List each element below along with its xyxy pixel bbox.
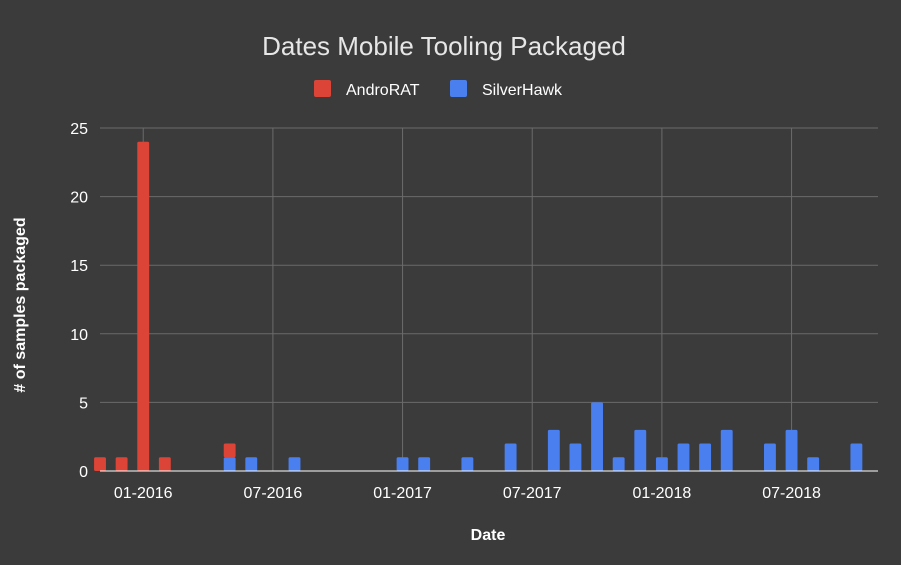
bar-silverhawk-2016-08 [288,457,301,471]
bar-silverhawk-2017-01 [396,457,409,471]
bar-silverhawk-2017-08 [547,429,560,471]
bar-silverhawk-2016-06 [245,457,258,471]
legend-label-androrat: AndroRAT [346,82,420,99]
bar-silverhawk-2018-03 [699,443,712,471]
y-tick-label: 10 [70,327,88,344]
x-tick-label: 07-2017 [503,485,562,502]
y-tick-label: 0 [79,464,88,481]
x-axis-ticks: 01-2016 07-2016 01-2017 07-2017 01-2018 07-20… [114,485,821,502]
x-tick-label: 01-2017 [373,485,432,502]
bar-silverhawk-2017-09 [569,443,582,471]
bar-silverhawk-2018-10 [850,443,863,471]
grid [100,127,878,471]
bar-silverhawk-2017-12 [634,429,647,471]
bar-silverhawk-2017-10 [591,402,603,471]
bar-silverhawk-2018-06 [764,443,776,471]
legend-swatch-silverhawk [450,80,467,97]
bar-silverhawk-2018-07 [785,429,798,471]
y-tick-label: 15 [70,258,88,275]
legend-swatch-androrat [314,80,331,97]
bar-androrat-2015-11 [94,457,106,471]
bar-androrat-2016-01 [137,141,150,471]
bar-silverhawk-2017-04 [461,457,474,471]
bar-silverhawk-2018-01 [655,457,668,471]
x-tick-label: 07-2016 [244,485,303,502]
bar-androrat-2016-02 [158,457,171,471]
legend: AndroRAT SilverHawk [314,80,563,99]
bar-silverhawk-2016-05 [223,457,236,471]
bars [94,141,863,471]
y-axis-ticks: 0 5 10 15 20 25 [70,121,88,481]
x-axis-title: Date [471,527,506,544]
bar-androrat-2015-12 [115,457,128,471]
x-tick-label: 01-2016 [114,485,173,502]
legend-label-silverhawk: SilverHawk [482,82,563,99]
bar-androrat-2016-05 [223,443,236,458]
bar-silverhawk-2017-06 [504,443,517,471]
bar-silverhawk-2017-11 [612,457,625,471]
bar-silverhawk-2017-02 [418,457,431,471]
y-tick-label: 5 [79,395,88,412]
y-tick-label: 25 [70,121,88,138]
x-tick-label: 07-2018 [762,485,821,502]
bar-silverhawk-2018-02 [677,443,690,471]
y-tick-label: 20 [70,190,88,207]
bar-silverhawk-2018-08 [807,457,820,471]
x-tick-label: 01-2018 [633,485,692,502]
bar-silverhawk-2018-04 [720,429,733,471]
chart-title: Dates Mobile Tooling Packaged [262,31,626,61]
y-axis-title: # of samples packaged [12,217,29,392]
